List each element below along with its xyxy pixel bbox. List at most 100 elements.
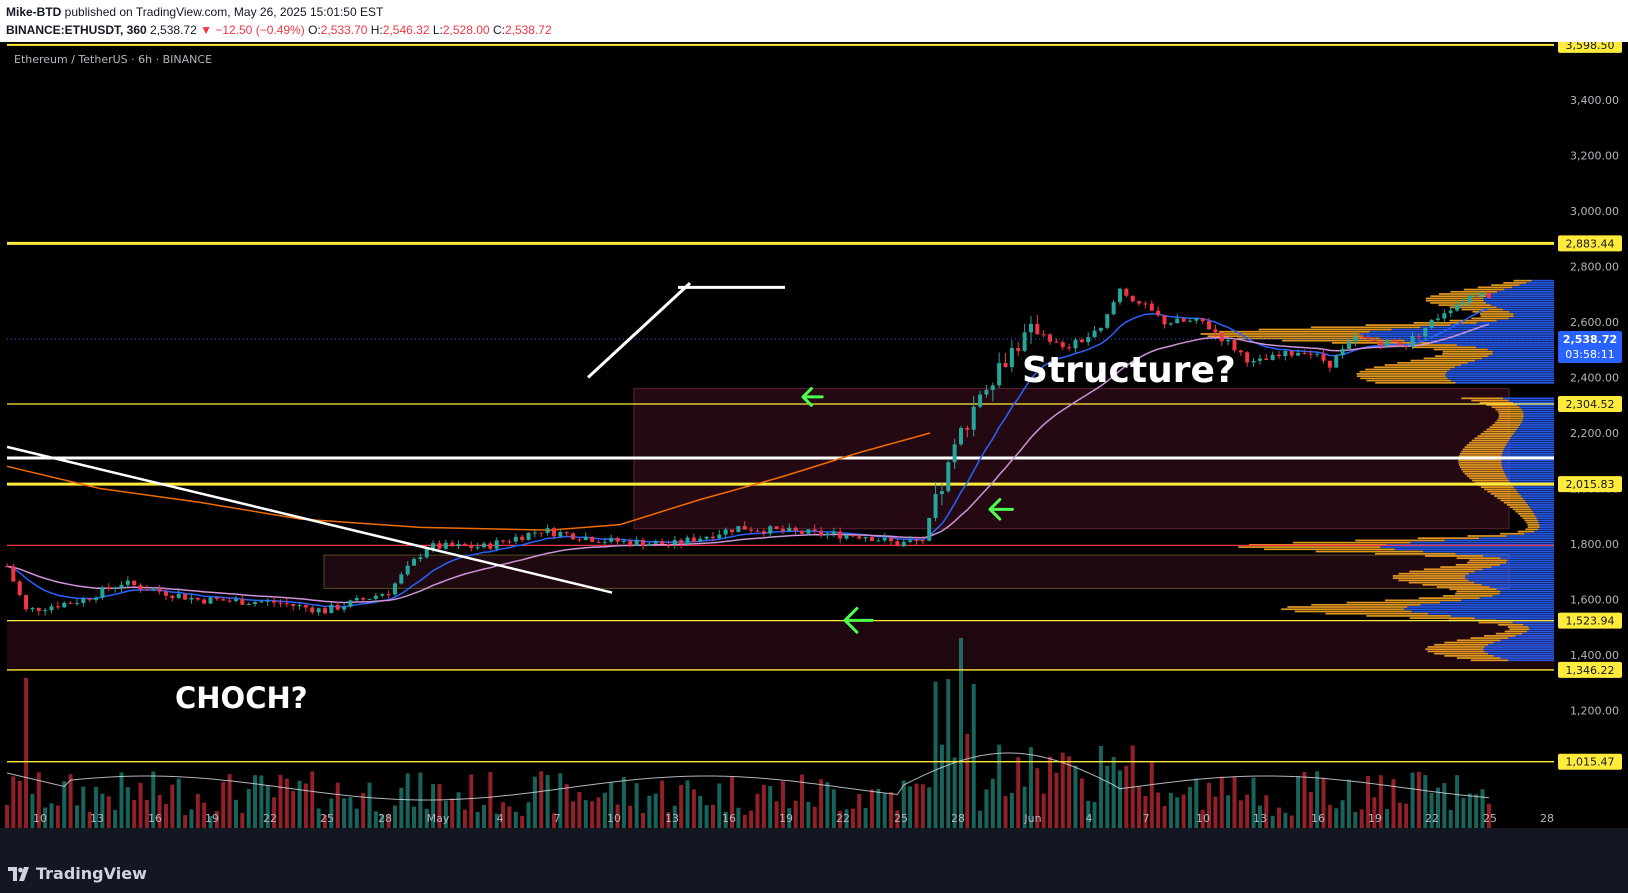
trendline-up[interactable] <box>586 282 692 379</box>
vpvr-bar-sell <box>1258 328 1392 331</box>
volume-bar <box>361 793 366 828</box>
candle <box>208 597 213 604</box>
candle <box>1187 320 1192 322</box>
vpvr-bar-buy <box>1369 330 1554 333</box>
last-price: 2,538.72 <box>146 23 201 37</box>
volume-bar <box>253 775 258 828</box>
vpvr-bar-sell <box>1365 368 1451 371</box>
volume-bar <box>825 782 830 828</box>
candle <box>710 536 715 539</box>
candle <box>602 541 607 543</box>
vpvr-bar-sell <box>1497 497 1523 500</box>
price-chart[interactable]: 3,400.00 3,200.00 3,000.00 2,800.00 2,600.00… <box>0 36 1628 828</box>
annotation-choch: CHOCH? <box>175 681 308 715</box>
vpvr-bar-buy <box>1515 635 1554 637</box>
vpvr-bar-buy <box>1444 539 1554 542</box>
volume-bar <box>819 779 824 828</box>
volume-bar <box>1028 747 1033 828</box>
volume-bar <box>1207 782 1212 828</box>
volume-bar <box>113 810 118 828</box>
vpvr-bar-buy <box>1523 413 1554 415</box>
vpvr-bar-buy <box>1486 295 1554 298</box>
volume-bar <box>272 797 277 828</box>
volume-bar <box>863 808 868 828</box>
vpvr-bar-sell <box>1456 557 1501 560</box>
volume-bar <box>36 772 41 828</box>
price-level-pill-label: 2,883.44 <box>1566 237 1615 250</box>
candle <box>513 536 518 542</box>
volume-bar <box>202 802 207 828</box>
time-axis-tick: 19 <box>779 812 793 825</box>
trendline-down[interactable] <box>6 445 613 594</box>
candle <box>1315 353 1320 355</box>
vpvr-bar-buy <box>1521 632 1554 635</box>
volume-bar <box>437 784 442 828</box>
volume-bar <box>74 805 79 828</box>
candle <box>469 545 474 548</box>
volume-bar <box>310 771 315 828</box>
volume-bar <box>335 782 340 828</box>
close-label: C: <box>492 23 505 37</box>
candle <box>1264 358 1269 361</box>
vpvr-bar-buy <box>1523 415 1554 417</box>
vpvr-bar-sell <box>1479 313 1514 315</box>
volume-bar <box>1340 800 1345 828</box>
candle <box>1372 339 1377 342</box>
candle <box>5 566 9 568</box>
volume-bar <box>615 804 620 828</box>
vpvr-bar-sell <box>1459 452 1503 455</box>
volume-bar <box>1289 815 1294 828</box>
volume-bar <box>1270 815 1275 828</box>
candle <box>927 517 932 541</box>
candle <box>1048 334 1053 342</box>
vpvr-bar-buy <box>1531 279 1554 282</box>
volume-bar <box>780 781 785 828</box>
volume-bar <box>984 789 989 828</box>
candle <box>774 526 779 529</box>
candle <box>310 607 315 613</box>
candle <box>1461 302 1466 305</box>
volume-bar <box>660 780 665 828</box>
volume-bar <box>1429 792 1434 828</box>
author-name[interactable]: Mike-BTD <box>6 5 62 19</box>
vpvr-bar-buy <box>1500 557 1554 560</box>
vpvr-bar-sell <box>1498 413 1524 415</box>
volume-bar <box>1474 794 1479 828</box>
volume-bar <box>889 792 894 828</box>
volume-bar <box>138 782 143 828</box>
vpvr-bar-sell <box>1477 435 1512 437</box>
tradingview-logo[interactable]: TradingView <box>8 864 147 883</box>
candle <box>698 538 703 542</box>
candle <box>195 597 200 600</box>
price-level-pill-label: 1,523.94 <box>1566 615 1615 628</box>
vpvr-bar-sell <box>1486 404 1517 406</box>
vpvr-bar-buy <box>1506 444 1554 446</box>
candle <box>672 540 677 545</box>
candle <box>1028 323 1033 333</box>
volume-bar <box>1092 802 1097 828</box>
candle <box>952 444 957 463</box>
time-axis-tick: Jun <box>1023 812 1041 825</box>
volume-bar <box>1391 779 1396 828</box>
vpvr-bar-sell <box>1504 630 1527 633</box>
candle <box>335 604 340 610</box>
volume-bar <box>221 781 226 828</box>
candle <box>1232 340 1237 351</box>
candle <box>1442 313 1447 319</box>
volume-bar <box>316 808 321 828</box>
volume-bar <box>908 786 913 828</box>
candle <box>1003 363 1008 367</box>
volume-bar <box>1455 775 1460 828</box>
candle <box>761 531 766 534</box>
vpvr-bar-sell <box>1449 588 1497 591</box>
chart-canvas[interactable]: 3,400.00 3,200.00 3,000.00 2,800.00 2,600.00… <box>0 36 1628 828</box>
vpvr-bar-buy <box>1507 477 1554 480</box>
vpvr-bar-sell <box>1293 541 1411 544</box>
vpvr-bar-sell <box>1384 599 1462 602</box>
candle <box>959 428 963 445</box>
vpvr-bar-sell <box>1525 528 1539 531</box>
vpvr-bar-buy <box>1523 623 1554 626</box>
vpvr-bar-buy <box>1518 426 1554 429</box>
low-label: L: <box>432 23 443 37</box>
vpvr-bar-sell <box>1484 488 1516 491</box>
